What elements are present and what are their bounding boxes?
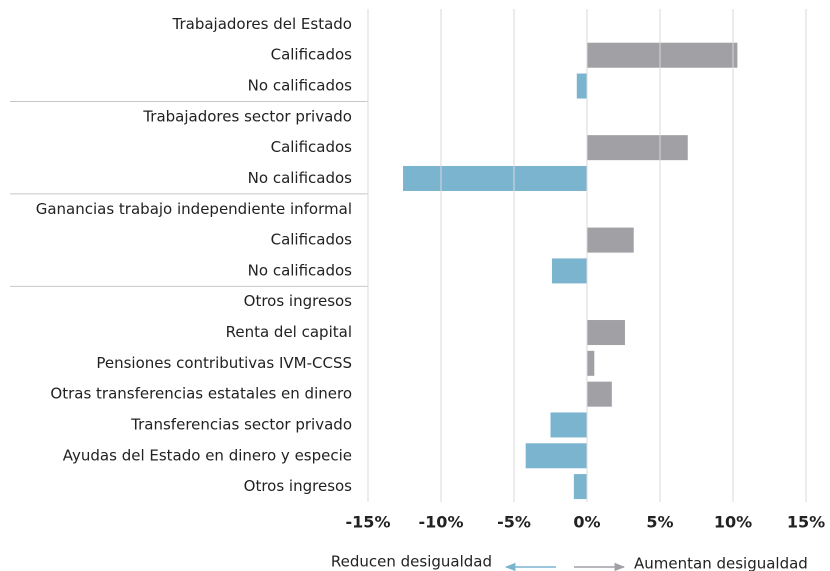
- category-label: Trabajadores del Estado: [172, 15, 353, 33]
- x-tick-label: 5%: [646, 513, 673, 532]
- category-label: Trabajadores sector privado: [142, 107, 352, 125]
- category-label: Calificados: [271, 231, 353, 249]
- category-label: Renta del capital: [226, 323, 352, 341]
- category-label: Calificados: [271, 138, 353, 156]
- legend-label: Aumentan desigualdad: [634, 555, 808, 571]
- category-label: Ganancias trabajo independiente informal: [36, 200, 352, 218]
- bar: [550, 412, 587, 438]
- x-tick-label: -15%: [346, 513, 391, 532]
- x-tick-label: -5%: [497, 513, 531, 532]
- bar: [587, 320, 625, 346]
- category-label: No calificados: [248, 77, 353, 95]
- x-tick-label: 15%: [787, 513, 825, 532]
- bar: [587, 42, 738, 68]
- bar: [587, 350, 595, 376]
- category-label: Pensiones contributivas IVM-CCSS: [96, 354, 352, 372]
- category-label: Otros ingresos: [244, 477, 353, 495]
- bar: [587, 227, 634, 253]
- bar: [403, 165, 587, 191]
- category-label: Otras transferencias estatales en dinero: [50, 385, 352, 403]
- category-label: No calificados: [248, 261, 353, 279]
- x-tick-label: 10%: [714, 513, 752, 532]
- legend-label: Reducen desigualdad: [331, 553, 492, 571]
- bar: [525, 443, 587, 469]
- category-label: Ayudas del Estado en dinero y especie: [63, 446, 352, 464]
- bar: [573, 474, 587, 500]
- category-label: Calificados: [271, 46, 353, 64]
- x-tick-label: 0%: [573, 513, 600, 532]
- category-label: No calificados: [248, 169, 353, 187]
- bar: [587, 135, 688, 161]
- bar: [551, 258, 587, 284]
- bar: [587, 381, 612, 407]
- bar: [576, 73, 587, 99]
- category-label: Otros ingresos: [244, 292, 353, 310]
- x-tick-label: -10%: [419, 513, 464, 532]
- category-label: Transferencias sector privado: [130, 415, 352, 433]
